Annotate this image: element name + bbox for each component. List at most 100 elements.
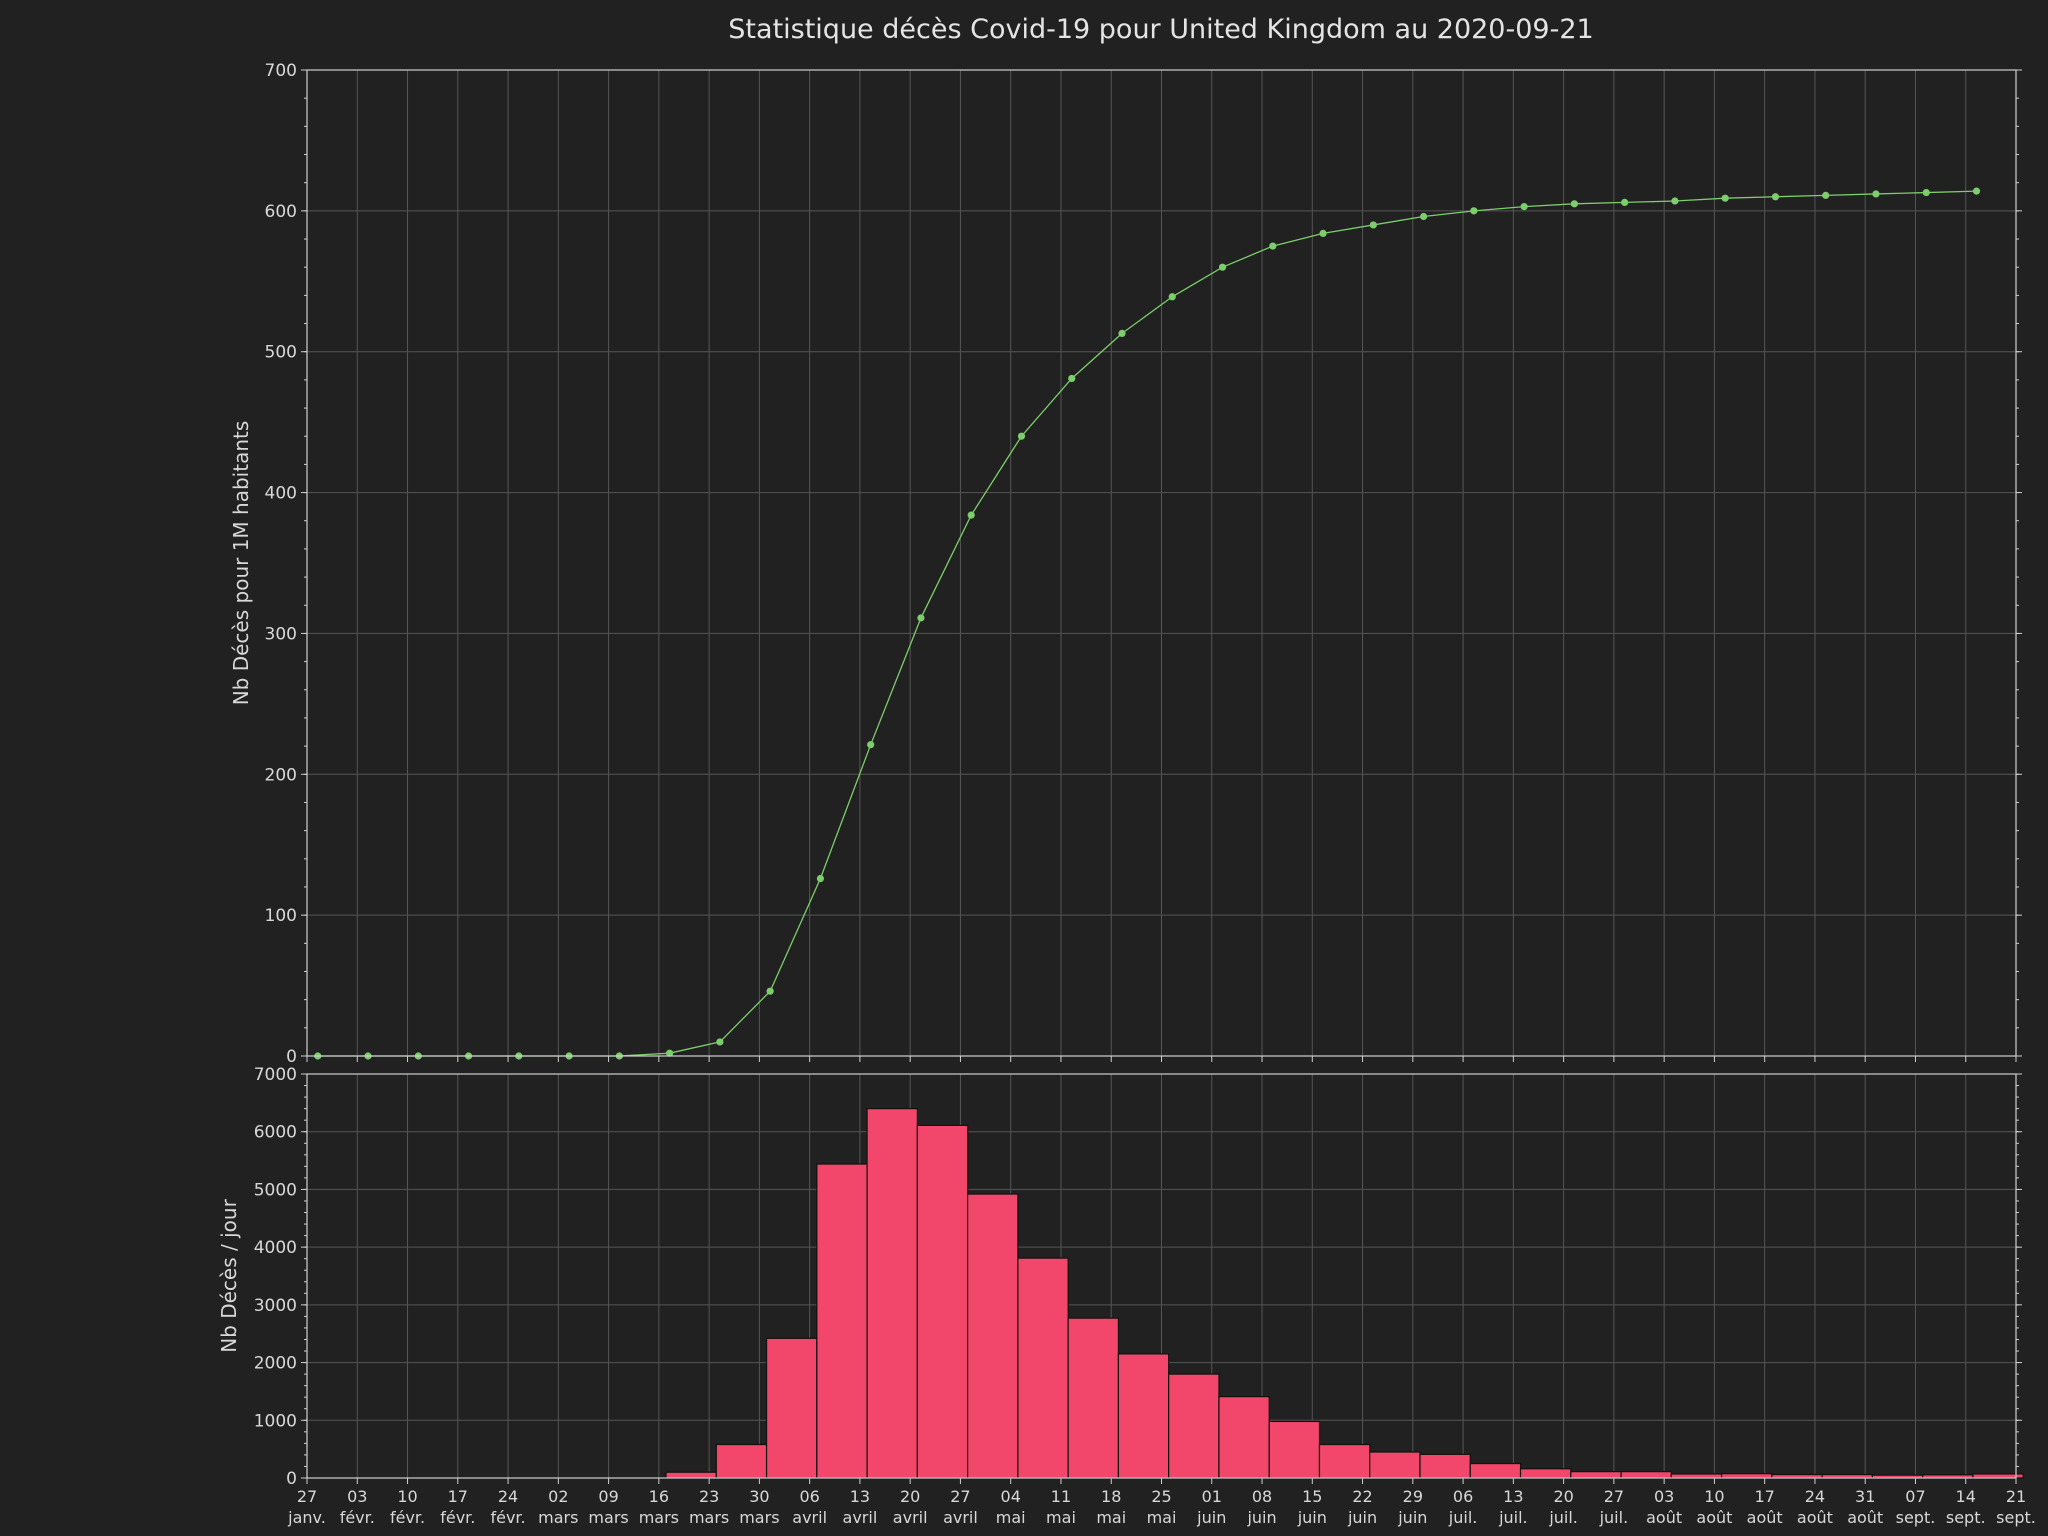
x-tick-day: 06 [799, 1487, 819, 1506]
x-tick-day: 10 [397, 1487, 417, 1506]
daily-deaths-bar [866, 1108, 918, 1479]
x-tick-day: 10 [1704, 1487, 1724, 1506]
daily-deaths-bar [1067, 1317, 1120, 1479]
x-tick-day: 29 [1403, 1487, 1423, 1506]
daily-deaths-bar [1117, 1353, 1170, 1479]
x-tick-month: juin [1196, 1508, 1226, 1527]
x-tick-month: juil. [1599, 1508, 1629, 1527]
y-axis-label: Nb Décès pour 1M habitants [229, 421, 253, 706]
x-tick-day: 27 [297, 1487, 317, 1506]
x-tick-month: févr. [390, 1508, 425, 1527]
daily-deaths-bar [665, 1471, 717, 1479]
x-tick-month: avril [843, 1508, 878, 1527]
x-tick-day: 03 [1654, 1487, 1674, 1506]
x-tick-month: août [1646, 1508, 1682, 1527]
y-tick-label: 500 [265, 343, 297, 363]
x-tick-month: févr. [340, 1508, 375, 1527]
daily-deaths-bar [765, 1337, 818, 1479]
daily-deaths-bar [1720, 1473, 1773, 1479]
data-point [1369, 221, 1377, 229]
x-tick-month: juin [1297, 1508, 1327, 1527]
data-point [867, 741, 875, 749]
x-tick-month: janv. [287, 1508, 326, 1527]
x-tick-day: 16 [649, 1487, 669, 1506]
x-tick-month: mars [689, 1508, 729, 1527]
x-tick-month: juil. [1548, 1508, 1578, 1527]
x-tick-month: juil. [1448, 1508, 1478, 1527]
x-tick-day: 27 [950, 1487, 970, 1506]
y-tick-label: 400 [265, 484, 297, 504]
x-tick-day: 06 [1453, 1487, 1473, 1506]
plot-frame [306, 69, 2017, 1057]
data-point [1822, 191, 1830, 199]
data-point [917, 614, 925, 622]
daily-deaths-chart: 0 1000 2000 3000 4000 5000 6000 7000 Nb Décès / … [217, 1065, 2024, 1489]
x-tick-month: août [1696, 1508, 1732, 1527]
data-point [1168, 293, 1176, 301]
data-point [1319, 229, 1327, 237]
x-tick-day: 09 [598, 1487, 618, 1506]
data-point [1218, 263, 1227, 271]
x-tick-day: 18 [1101, 1487, 1121, 1506]
data-point [1068, 374, 1076, 383]
x-tick-day: 08 [1252, 1487, 1272, 1506]
x-tick-month: sept. [1946, 1508, 1986, 1527]
y-tick-label: 0 [286, 1047, 297, 1067]
daily-deaths-bar [715, 1443, 768, 1479]
daily-deaths-bar [1369, 1451, 1421, 1479]
y-tick-label: 6000 [254, 1123, 297, 1143]
daily-deaths-bar [967, 1193, 1019, 1479]
x-tick-day: 25 [1151, 1487, 1171, 1506]
daily-deaths-bar [1218, 1396, 1270, 1479]
x-tick-day: 02 [548, 1487, 568, 1506]
chart-title: Statistique décès Covid-19 pour United K… [728, 14, 1593, 45]
x-tick-day: 13 [850, 1487, 870, 1506]
x-tick-day: 22 [1352, 1487, 1372, 1506]
x-tick-day: 23 [699, 1487, 719, 1506]
data-point [716, 1038, 724, 1046]
x-tick-day: 14 [1956, 1487, 1976, 1506]
daily-deaths-bar [1419, 1453, 1471, 1479]
y-tick-label: 7000 [254, 1065, 297, 1085]
x-tick-day: 24 [498, 1487, 518, 1506]
x-tick-day: 03 [347, 1487, 367, 1506]
x-tick-month: mars [588, 1508, 628, 1527]
data-point [666, 1049, 674, 1057]
x-tick-month: août [1797, 1508, 1833, 1527]
data-point [1771, 193, 1780, 201]
x-tick-day: 20 [1553, 1487, 1573, 1506]
daily-deaths-bar [1469, 1462, 1522, 1479]
data-point [1017, 432, 1026, 440]
daily-deaths-bar [1168, 1373, 1220, 1479]
y-tick-label: 2000 [254, 1354, 297, 1374]
data-point [967, 511, 975, 519]
x-tick-day: 31 [1855, 1487, 1875, 1506]
x-tick-day: 30 [749, 1487, 769, 1506]
x-tick-day: 17 [448, 1487, 468, 1506]
x-tick-month: avril [893, 1508, 928, 1527]
x-tick-month: mai [996, 1508, 1026, 1527]
data-point [766, 987, 774, 995]
x-tick-month: juil. [1498, 1508, 1528, 1527]
x-tick-day: 24 [1805, 1487, 1825, 1506]
x-tick-month: août [1847, 1508, 1883, 1527]
x-tick-month: mars [538, 1508, 578, 1527]
x-tick-month: mai [1096, 1508, 1126, 1527]
daily-deaths-bar [816, 1163, 868, 1479]
y-tick-label: 4000 [254, 1238, 297, 1258]
x-tick-month: mars [739, 1508, 779, 1527]
cumulative-deaths-line [317, 190, 1977, 1057]
cumulative-deaths-chart: 0 100 200 300 400 500 600 700 Nb Décès pour 1M h… [229, 61, 2022, 1067]
daily-deaths-bar [1620, 1471, 1672, 1479]
data-point [1269, 242, 1277, 250]
x-tick-month: févr. [440, 1508, 475, 1527]
daily-deaths-bar [1268, 1420, 1321, 1479]
x-tick-month: juin [1347, 1508, 1377, 1527]
x-tick-month: août [1747, 1508, 1783, 1527]
x-tick-day: 11 [1051, 1487, 1071, 1506]
x-tick-month: févr. [490, 1508, 525, 1527]
y-tick-label: 0 [286, 1469, 297, 1489]
data-point [816, 874, 825, 883]
data-point [1118, 329, 1126, 338]
daily-deaths-bar [1570, 1471, 1622, 1479]
